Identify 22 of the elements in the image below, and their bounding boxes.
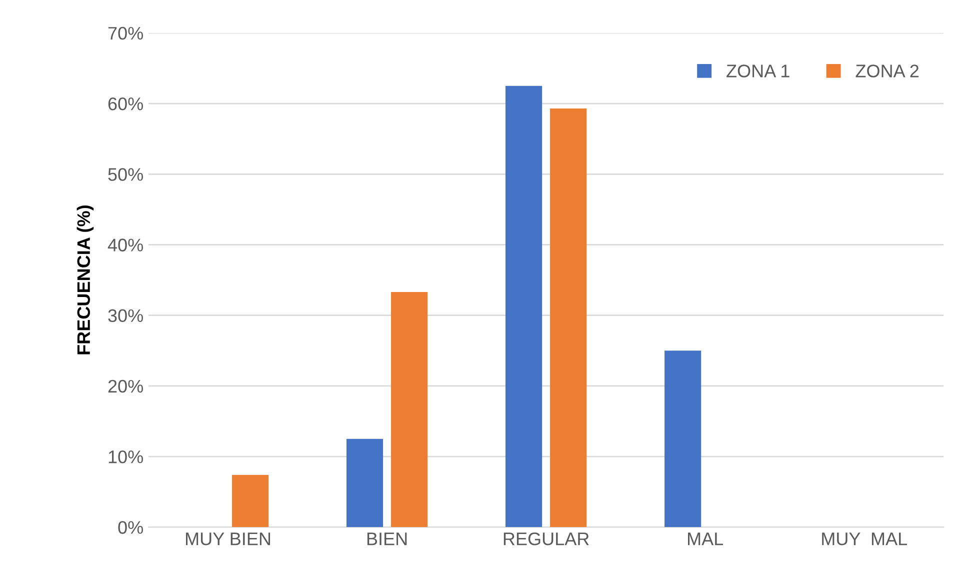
y-tick-label: 0% xyxy=(118,521,143,534)
bar xyxy=(550,108,587,528)
y-tick-label: 70% xyxy=(108,26,143,40)
x-tick-label: MAL xyxy=(688,532,724,546)
y-tick-label: 40% xyxy=(108,238,143,252)
bar xyxy=(346,438,384,528)
bar xyxy=(232,474,269,528)
y-tick-label: 30% xyxy=(108,309,143,322)
bar xyxy=(664,350,702,528)
x-tick-label: MUY MAL xyxy=(822,532,907,546)
y-tick-label: 10% xyxy=(108,450,143,464)
y-axis-title: FRECUENCIA (%) xyxy=(76,206,94,354)
y-tick-label: 20% xyxy=(108,380,143,393)
x-tick-label: MUY BIEN xyxy=(186,532,270,546)
bar xyxy=(506,86,542,528)
legend-label: ZONA 1 xyxy=(726,64,790,78)
y-tick-label: 60% xyxy=(108,97,143,110)
y-tick-label: 50% xyxy=(108,168,143,181)
x-tick-label: BIEN xyxy=(367,532,407,546)
x-tick-label: REGULAR xyxy=(504,532,589,546)
legend-label: ZONA 2 xyxy=(856,64,919,78)
bar xyxy=(391,292,428,528)
